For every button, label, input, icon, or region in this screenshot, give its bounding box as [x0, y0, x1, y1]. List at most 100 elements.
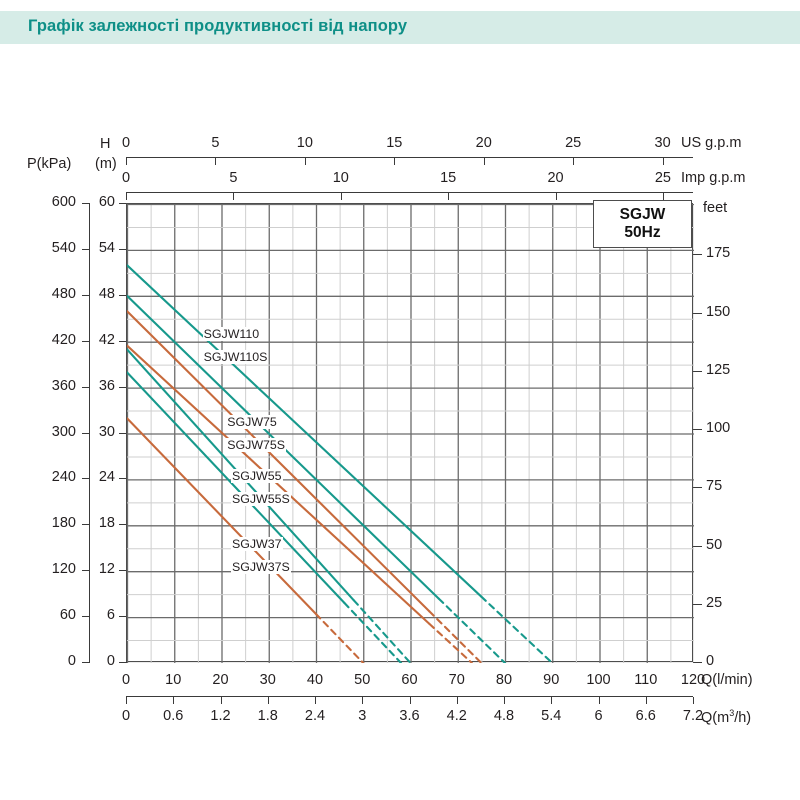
us-gpm-label: 30: [654, 135, 671, 151]
feet-label: 50: [706, 536, 723, 553]
kpa-axis-line: [89, 203, 91, 662]
curve-SGJW75S: [127, 344, 431, 625]
kpa-tick: [82, 570, 90, 572]
metre-tick: [119, 433, 127, 435]
m3h-tick: [173, 697, 174, 704]
lmin-label: 70: [448, 672, 465, 688]
kpa-tick: [82, 341, 90, 343]
us-gpm-tick: [484, 158, 485, 165]
m3h-label: 3: [358, 708, 367, 724]
metre-tick: [119, 203, 127, 205]
curve-label-sgjw110: SGJW110: [202, 327, 261, 342]
metre-label: 42: [98, 331, 115, 348]
performance-curves: [127, 264, 554, 663]
kpa-label: 600: [51, 194, 76, 210]
lmin-label: 40: [306, 672, 324, 688]
kpa-label: 480: [51, 285, 76, 302]
axis-title-m3h: Q(m3/h): [701, 708, 752, 726]
m3h-label: 4.2: [446, 708, 467, 724]
curve-label-sgjw37s: SGJW37S: [230, 560, 291, 575]
m3h-label: 1.8: [257, 708, 278, 724]
curve-SGJW37: [127, 417, 318, 616]
us-gpm-label: 0: [121, 135, 131, 151]
curve-label-sgjw75s: SGJW75S: [226, 437, 287, 452]
metre-label: 54: [98, 239, 115, 256]
curve-SGJW37-dashed: [314, 612, 365, 663]
imp-gpm-label: 5: [229, 170, 238, 186]
m3h-label: 3.6: [399, 708, 420, 724]
model-badge-line2: 50Hz: [624, 224, 661, 241]
m3h-tick: [551, 697, 552, 704]
lmin-label: 120: [680, 672, 706, 688]
m3h-label: 7.2: [682, 708, 704, 724]
kpa-label: 120: [51, 561, 76, 578]
us-gpm-tick: [663, 158, 664, 165]
imp-gpm-tick: [556, 193, 557, 200]
imp-gpm-label: 0: [121, 170, 131, 186]
model-badge-line1: SGJW: [619, 206, 666, 223]
header-bar: [0, 11, 800, 44]
imp-gpm-tick: [448, 193, 449, 200]
m3h-tick: [457, 697, 458, 704]
metre-label: 0: [106, 653, 115, 669]
feet-tick: [693, 254, 702, 256]
feet-tick: [693, 487, 702, 489]
lmin-label: 60: [401, 672, 418, 688]
page-title: Графік залежності продуктивності від нап…: [28, 17, 408, 35]
feet-label: 25: [706, 594, 723, 611]
kpa-label: 0: [67, 653, 76, 669]
lmin-label: 80: [495, 672, 513, 688]
feet-label: 100: [706, 420, 731, 436]
metre-tick: [119, 341, 127, 343]
m3h-tick: [315, 697, 316, 704]
us-gpm-tick: [126, 158, 127, 165]
plot-area: SGJW110 SGJW110S SGJW75 SGJW75S SGJW55 SGJW55…: [126, 203, 694, 663]
lmin-label: 20: [212, 672, 229, 688]
metre-tick: [119, 616, 127, 618]
kpa-tick: [82, 433, 90, 435]
axis-title-head-unit: (m): [95, 156, 117, 172]
m3h-label: 0: [121, 708, 131, 724]
metre-tick: [119, 662, 127, 664]
lmin-label: 0: [121, 672, 131, 688]
axis-title-us-gpm: US g.p.m: [681, 135, 742, 151]
metre-label: 6: [106, 607, 115, 624]
curve-SGJW110S-dashed: [437, 597, 507, 663]
us-gpm-tick: [215, 158, 216, 165]
feet-tick: [693, 604, 702, 606]
curve-SGJW75S-dashed: [428, 622, 473, 663]
metre-label: 12: [98, 561, 115, 578]
kpa-label: 60: [59, 607, 76, 624]
us-gpm-line: [126, 157, 693, 159]
m3h-tick: [693, 697, 694, 704]
imp-gpm-label: 10: [332, 170, 349, 186]
kpa-tick: [82, 524, 90, 526]
metre-tick: [119, 478, 127, 480]
imp-gpm-label: 25: [654, 170, 671, 186]
curve-SGJW55S: [127, 371, 346, 604]
m3h-label: 6: [594, 708, 603, 724]
curve-label-sgjw75: SGJW75: [226, 415, 278, 430]
axis-title-imp-gpm: Imp g.p.m: [681, 170, 746, 186]
feet-tick: [693, 546, 702, 548]
us-gpm-label: 25: [565, 135, 582, 151]
m3h-tick: [646, 697, 647, 704]
axis-title-pressure: P(kPa): [27, 156, 72, 172]
feet-tick: [693, 662, 702, 664]
feet-tick: [693, 313, 702, 315]
curve-SGJW55-dashed: [352, 599, 412, 663]
m3h-tick: [221, 697, 222, 704]
metre-label: 36: [98, 377, 115, 394]
metre-tick: [119, 387, 127, 389]
m3h-label: 2.4: [304, 708, 326, 724]
kpa-label: 300: [51, 423, 76, 440]
m3h-axis-line: [126, 696, 693, 698]
feet-label: 125: [706, 361, 731, 378]
kpa-label: 180: [51, 515, 76, 532]
curve-label-sgjw55: SGJW55: [230, 468, 283, 483]
kpa-tick: [82, 662, 90, 664]
kpa-tick: [82, 616, 90, 618]
metre-tick: [119, 295, 127, 297]
axis-title-lmin: Q(l/min): [701, 672, 753, 688]
